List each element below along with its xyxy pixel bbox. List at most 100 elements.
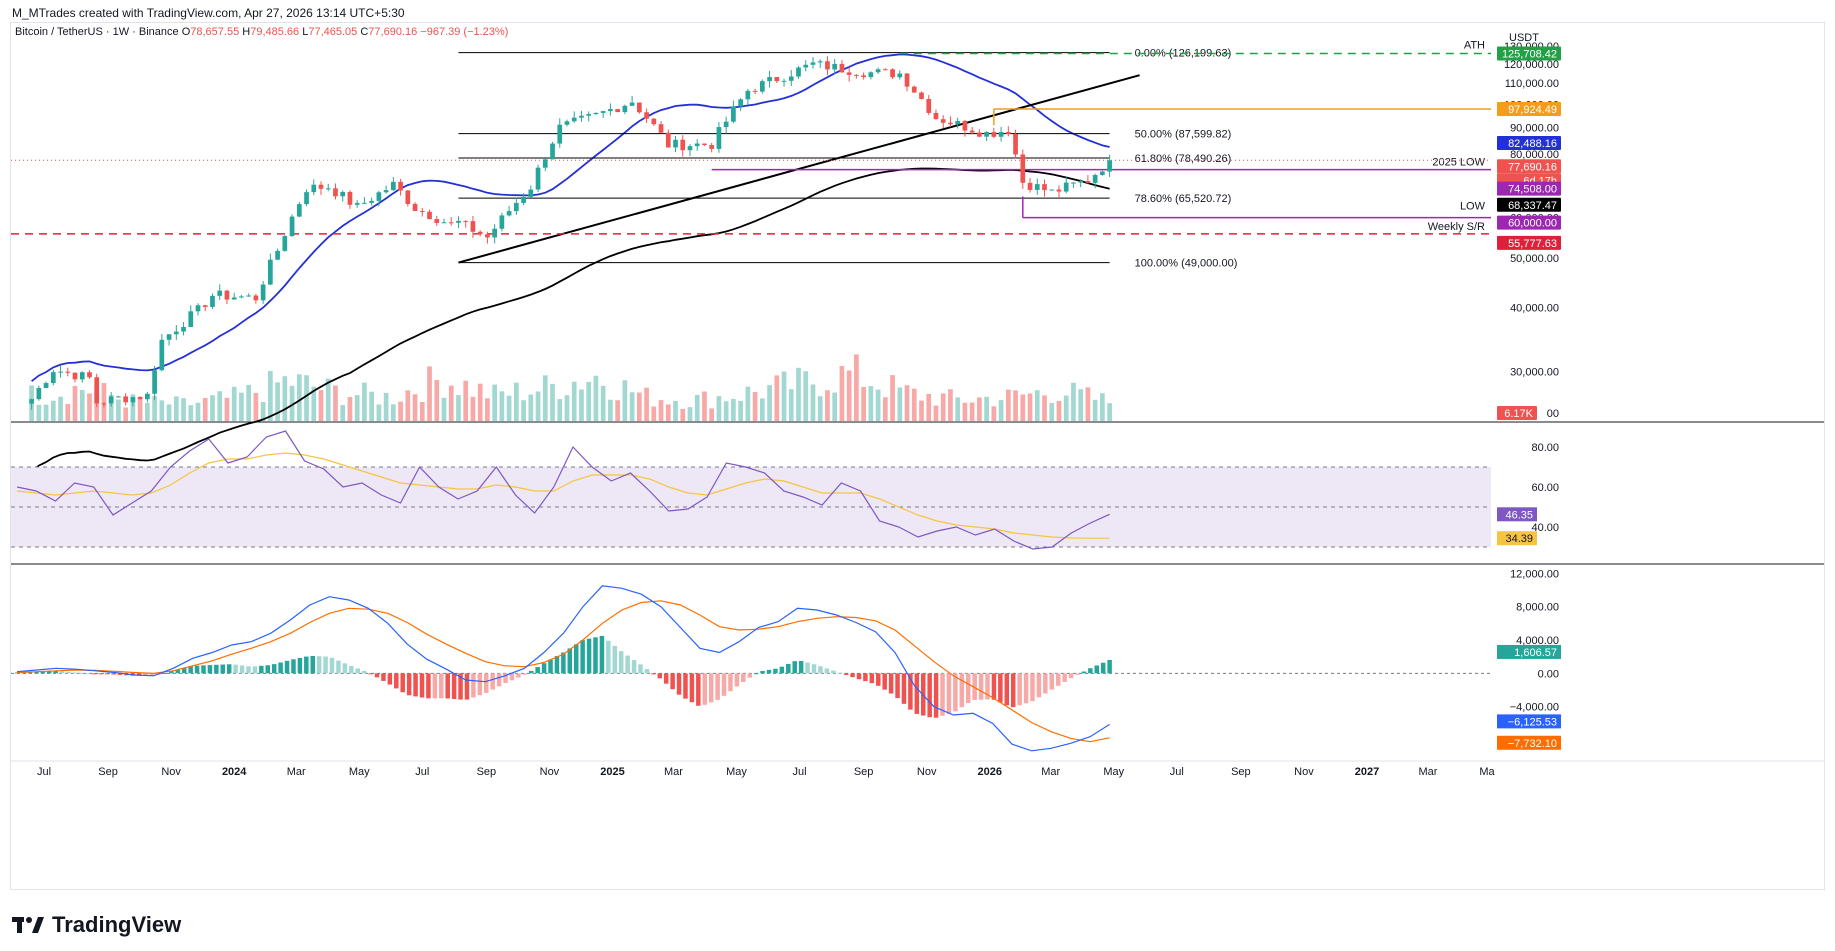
candle-body bbox=[803, 64, 809, 68]
volume-bar bbox=[832, 392, 838, 421]
volume-bar bbox=[702, 391, 707, 421]
macd-histogram-bar bbox=[573, 644, 579, 674]
candle-body bbox=[948, 122, 953, 125]
ma-blue-price-tag-bg bbox=[1497, 136, 1561, 151]
legend-field: 78,657.55 bbox=[190, 26, 242, 38]
candle-body bbox=[239, 296, 244, 298]
candle-body bbox=[260, 284, 266, 301]
volume-bar bbox=[195, 402, 201, 421]
macd-histogram-bar bbox=[933, 673, 939, 718]
candle-body bbox=[362, 202, 367, 204]
volume-bar bbox=[759, 398, 765, 421]
rsi-axis-tick: 80.00 bbox=[1531, 442, 1559, 454]
macd-histogram-bar bbox=[895, 673, 900, 699]
macd-histogram-bar bbox=[1088, 668, 1093, 674]
volume-bar bbox=[680, 408, 686, 421]
macd-histogram-bar bbox=[528, 670, 534, 674]
candle-body bbox=[202, 305, 208, 307]
macd-histogram-bar bbox=[426, 673, 431, 699]
volume-bar bbox=[1034, 390, 1040, 421]
macd-histogram-bar bbox=[239, 665, 245, 674]
macd-histogram-bar bbox=[381, 673, 386, 681]
candle-body bbox=[825, 61, 830, 70]
macd-histogram-bar bbox=[882, 673, 887, 690]
macd-histogram-bar bbox=[220, 664, 226, 674]
volume-bar bbox=[550, 383, 555, 421]
candle-body bbox=[774, 77, 780, 82]
volume-bar bbox=[571, 381, 577, 421]
macd-histogram-bar bbox=[246, 666, 251, 674]
macd-histogram-bar bbox=[40, 671, 46, 674]
candle-body bbox=[723, 121, 729, 128]
candle-body bbox=[470, 221, 476, 232]
volume-bar bbox=[325, 378, 331, 421]
macd-histogram-bar bbox=[374, 673, 380, 678]
volume-bar bbox=[333, 385, 338, 421]
volume-bar bbox=[658, 400, 664, 421]
rsi-axis-tick: 40.00 bbox=[1531, 522, 1559, 534]
resistance-price-tag-bg bbox=[1497, 101, 1561, 116]
low-price-tag: 60,000.00 bbox=[1508, 218, 1557, 230]
volume-bar bbox=[448, 385, 454, 421]
volume-bar bbox=[998, 400, 1004, 421]
legend-field: 79,485.66 bbox=[250, 26, 302, 38]
macd-histogram-bar bbox=[985, 673, 990, 700]
volume-bar bbox=[43, 404, 49, 421]
tradingview-logo[interactable]: TradingView bbox=[12, 912, 181, 938]
candle-body bbox=[29, 399, 34, 404]
macd-histogram-bar bbox=[169, 671, 174, 674]
volume-bar bbox=[810, 384, 816, 421]
time-axis-tick: May bbox=[726, 766, 747, 778]
macd-hist-tag: 1,606.57 bbox=[1514, 647, 1557, 659]
macd-histogram-bar bbox=[786, 663, 791, 674]
tradingview-logo-text: TradingView bbox=[52, 912, 182, 937]
volume-bar bbox=[1107, 403, 1112, 421]
time-axis-tick: Sep bbox=[1231, 766, 1251, 778]
volume-bar bbox=[513, 382, 519, 421]
macd-histogram-bar bbox=[522, 673, 528, 675]
macd-histogram-bar bbox=[773, 668, 778, 674]
candle-body bbox=[448, 222, 454, 224]
volume-bar bbox=[58, 396, 63, 421]
macd-histogram-bar bbox=[946, 673, 952, 714]
candle-body bbox=[108, 396, 114, 404]
volume-bar bbox=[948, 389, 953, 421]
candle-body bbox=[745, 90, 751, 100]
volume-bar bbox=[774, 375, 780, 421]
macd-axis-tick: −4,000.00 bbox=[1510, 702, 1559, 714]
time-axis-tick: Jul bbox=[415, 766, 429, 778]
macd-histogram-bar bbox=[548, 659, 553, 674]
chart-svg[interactable]: 0.00% (126,199.63)50.00% (87,599.82)61.8… bbox=[11, 23, 1824, 889]
macd-histogram-bar bbox=[226, 664, 232, 674]
candle-body bbox=[130, 396, 136, 403]
volume-bar bbox=[868, 386, 874, 421]
candle-body bbox=[919, 92, 924, 99]
macd-histogram-bar bbox=[766, 669, 772, 674]
macd-histogram-bar bbox=[940, 673, 945, 716]
volume-bar bbox=[1049, 403, 1055, 421]
volume-bar bbox=[275, 382, 280, 421]
candle-body bbox=[282, 236, 288, 251]
volume-bar bbox=[846, 370, 852, 421]
macd-histogram-bar bbox=[361, 670, 367, 674]
macd-histogram-bar bbox=[1043, 673, 1048, 694]
macd-histogram-bar bbox=[484, 673, 489, 693]
candle-body bbox=[535, 167, 541, 190]
legend-field: H bbox=[242, 26, 250, 38]
volume-bar bbox=[296, 374, 302, 421]
candle-body bbox=[1071, 182, 1076, 184]
candle-body bbox=[796, 67, 801, 77]
volume-bar bbox=[383, 392, 389, 421]
candle-body bbox=[977, 132, 982, 137]
legend-field: 77,465.05 bbox=[308, 26, 360, 38]
volume-bar bbox=[1100, 393, 1105, 421]
macd-histogram-bar bbox=[59, 671, 65, 674]
candle-body bbox=[434, 219, 440, 223]
candle-body bbox=[687, 146, 693, 151]
macd-histogram-bar bbox=[1081, 671, 1087, 674]
volume-bar bbox=[427, 366, 432, 421]
volume-bar bbox=[434, 379, 440, 421]
ma-blue-price-tag: 82,488.16 bbox=[1508, 138, 1557, 150]
macd-histogram-bar bbox=[1055, 673, 1061, 686]
volume-bar bbox=[246, 384, 252, 421]
